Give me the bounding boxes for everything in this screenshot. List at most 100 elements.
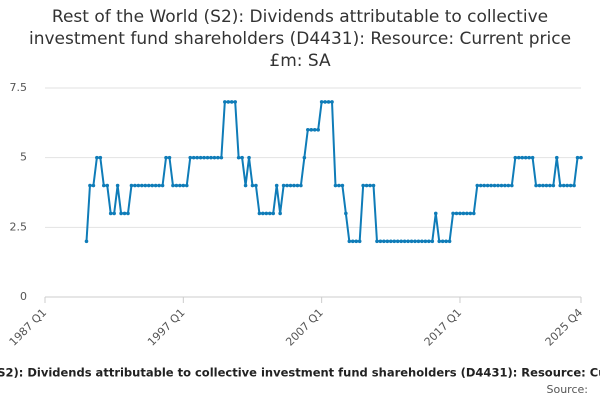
data-point	[195, 155, 199, 160]
data-point	[136, 183, 141, 188]
data-point	[219, 155, 224, 160]
data-point	[309, 128, 314, 132]
data-point	[160, 183, 165, 188]
data-point	[333, 183, 338, 188]
y-tick-label: 7.5	[10, 81, 28, 94]
data-point	[216, 155, 220, 160]
data-point	[98, 155, 103, 160]
data-point	[295, 183, 300, 188]
data-point	[302, 155, 307, 160]
data-point	[257, 211, 262, 216]
data-point	[520, 155, 525, 160]
data-point	[423, 239, 428, 244]
data-point	[191, 155, 196, 160]
data-point	[510, 183, 514, 188]
data-point	[122, 211, 127, 216]
data-point	[285, 183, 289, 188]
series-line	[85, 100, 581, 243]
data-point	[88, 183, 92, 188]
data-point	[537, 183, 542, 188]
data-point	[95, 155, 99, 160]
data-point	[572, 183, 576, 188]
data-point	[492, 183, 497, 188]
data-point	[157, 183, 161, 188]
data-point	[544, 183, 549, 188]
data-point	[112, 211, 116, 216]
x-tick-label: 2017 Q1	[422, 306, 465, 349]
data-point	[205, 155, 210, 160]
data-point	[530, 155, 535, 160]
data-point	[150, 183, 154, 188]
data-point	[146, 183, 151, 188]
data-point	[288, 183, 293, 188]
data-point	[261, 211, 265, 216]
data-point	[558, 183, 563, 188]
x-tick-label: 1997 Q1	[145, 306, 188, 349]
data-point	[274, 183, 279, 188]
data-point	[330, 100, 334, 104]
data-point	[451, 211, 455, 216]
data-point	[188, 155, 193, 160]
data-point	[164, 155, 168, 160]
data-point	[178, 183, 182, 188]
chart-title: Rest of the World (S2): Dividends attrib…	[28, 7, 572, 71]
data-point	[357, 239, 362, 244]
data-point	[209, 155, 213, 160]
data-point	[402, 239, 407, 244]
data-point	[229, 100, 234, 104]
data-point	[202, 155, 206, 160]
data-point	[565, 183, 569, 188]
data-point	[174, 183, 179, 188]
data-point	[223, 100, 227, 104]
data-point	[389, 239, 393, 244]
data-point	[409, 239, 414, 244]
data-point	[254, 183, 258, 188]
data-point	[171, 183, 175, 188]
data-point	[461, 211, 466, 216]
data-point	[323, 100, 327, 104]
data-point	[416, 239, 421, 244]
data-point	[143, 183, 148, 188]
data-point	[326, 100, 331, 104]
data-point	[427, 239, 431, 244]
data-point	[281, 183, 286, 188]
data-point	[496, 183, 500, 188]
data-point	[413, 239, 417, 244]
data-point	[126, 211, 130, 216]
data-point	[364, 183, 369, 188]
data-point	[444, 239, 448, 244]
data-point	[340, 183, 345, 188]
data-point	[278, 211, 282, 216]
data-point	[119, 211, 123, 216]
data-point	[101, 183, 106, 188]
data-point	[299, 183, 303, 188]
data-point	[267, 211, 272, 216]
data-point	[375, 239, 379, 244]
data-point	[454, 211, 459, 216]
data-point	[153, 183, 158, 188]
data-point	[392, 239, 397, 244]
data-point	[319, 100, 324, 104]
data-point	[527, 155, 531, 160]
data-point	[212, 155, 217, 160]
data-point	[472, 211, 476, 216]
data-point	[233, 100, 237, 104]
data-point	[437, 239, 442, 244]
data-point	[271, 211, 276, 216]
data-point	[440, 239, 445, 244]
data-point	[167, 155, 172, 160]
data-point	[458, 211, 462, 216]
data-point	[478, 183, 483, 188]
data-point	[513, 155, 518, 160]
data-point	[84, 239, 89, 244]
data-point	[316, 128, 320, 132]
data-point	[499, 183, 504, 188]
data-point	[503, 183, 507, 188]
data-point	[181, 183, 186, 188]
data-point	[347, 239, 352, 244]
data-point	[115, 183, 120, 188]
data-point	[447, 239, 452, 244]
data-point	[226, 100, 231, 104]
